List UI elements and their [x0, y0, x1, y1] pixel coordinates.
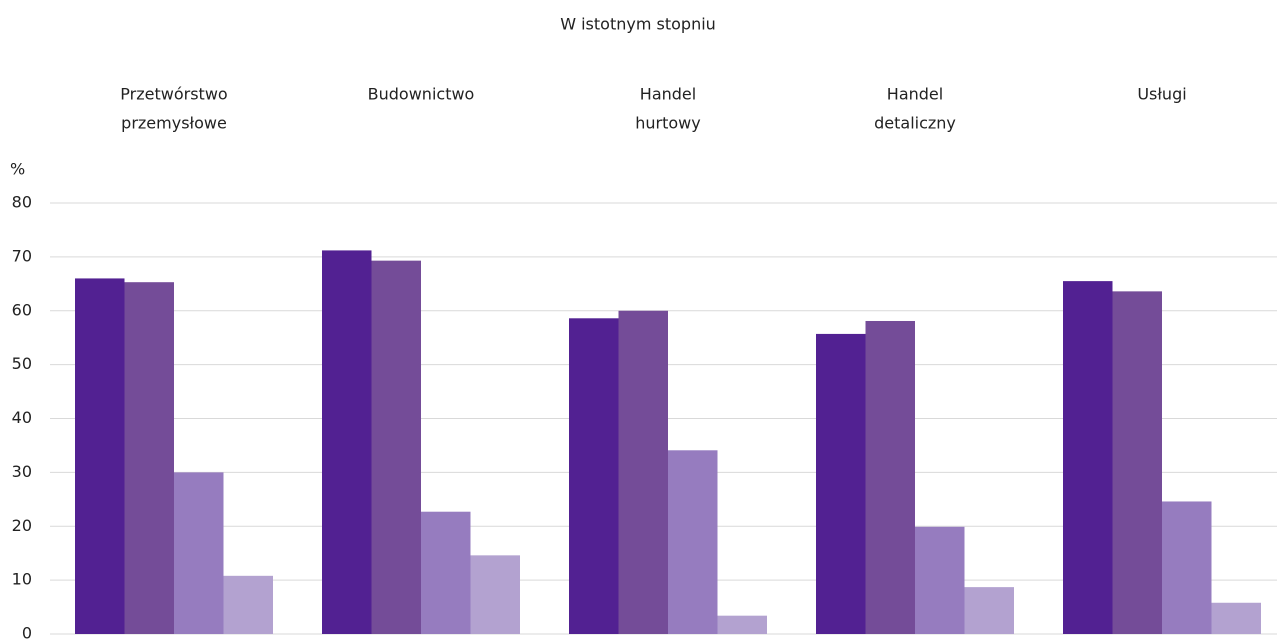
bar	[717, 615, 767, 634]
category-label: hurtowy	[635, 114, 700, 133]
bar	[816, 333, 866, 634]
category-label: detaliczny	[874, 114, 956, 133]
y-tick-label: 10	[12, 570, 32, 589]
bar	[371, 260, 421, 634]
bar	[174, 472, 224, 634]
category-label: przemysłowe	[121, 114, 227, 133]
bar	[915, 526, 965, 634]
bar	[569, 318, 619, 634]
category-label: Handel	[640, 85, 696, 104]
bar	[618, 310, 668, 634]
bar	[865, 320, 915, 634]
bar	[668, 450, 718, 634]
y-tick-label: 40	[12, 408, 32, 427]
category-label: Usługi	[1137, 85, 1186, 104]
y-axis-label: %	[10, 160, 25, 179]
bar	[470, 555, 520, 634]
y-tick-label: 20	[12, 516, 32, 535]
bar	[1063, 281, 1113, 634]
chart-title: W istotnym stopniu	[560, 15, 716, 34]
bar	[1112, 291, 1162, 634]
bar	[75, 278, 125, 634]
y-tick-label: 80	[12, 193, 32, 212]
bar	[1211, 602, 1261, 634]
y-tick-label: 0	[22, 624, 32, 639]
category-label: Budownictwo	[368, 85, 475, 104]
bar	[964, 587, 1014, 634]
bar	[124, 282, 174, 634]
bar	[1162, 501, 1212, 634]
bar	[223, 575, 273, 634]
category-label: Przetwórstwo	[120, 85, 227, 104]
y-tick-label: 70	[12, 246, 32, 265]
y-tick-label: 30	[12, 462, 32, 481]
category-label: Handel	[887, 85, 943, 104]
y-tick-label: 50	[12, 354, 32, 373]
y-tick-label: 60	[12, 300, 32, 319]
bar	[322, 250, 372, 634]
bar	[421, 511, 471, 634]
